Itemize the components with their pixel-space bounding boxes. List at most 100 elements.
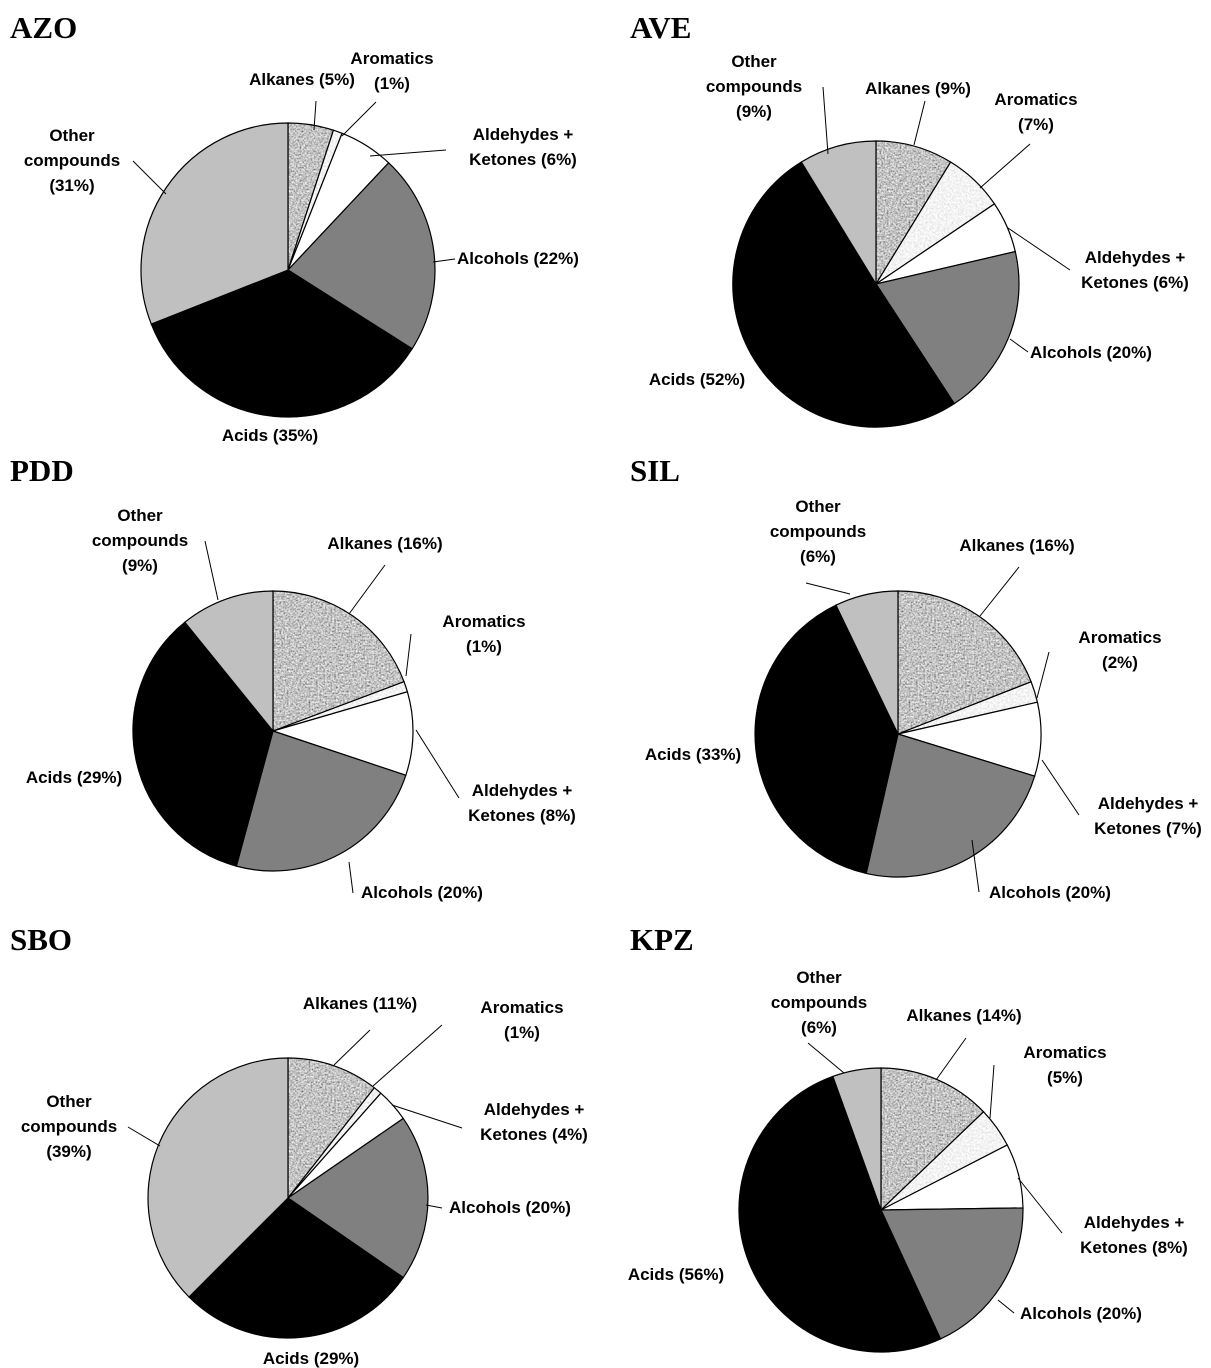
pie-slice-other-compounds <box>832 1067 882 1211</box>
pie-slice-acids <box>754 604 899 875</box>
pie-slice-acids <box>150 269 413 418</box>
leader-line-aldehydes-ketones <box>1017 1177 1063 1234</box>
leader-line-alcohols <box>971 839 980 893</box>
leader-line-alcohols <box>425 1204 443 1209</box>
pie-slice-alkanes <box>272 590 405 732</box>
slice-label-acids: Acids (29%) <box>26 768 122 787</box>
pie-slice-alkanes <box>897 590 1032 735</box>
pie-slice-alcohols <box>286 1117 429 1279</box>
leader-line-aromatics <box>341 101 377 137</box>
slice-label-alcohols: Alcohols (20%) <box>1030 343 1152 362</box>
slice-label-alcohols: Alcohols (20%) <box>989 883 1111 902</box>
pie-slice-aldehydes-ketones <box>270 691 414 777</box>
slice-label-other-compounds: Other compounds (39%) <box>21 1092 117 1161</box>
slice-label-alkanes: Alkanes (5%) <box>249 70 355 89</box>
panel-title: KPZ <box>630 922 694 957</box>
slice-label-other-compounds: Other compounds (6%) <box>771 968 867 1037</box>
slice-label-acids: Acids (35%) <box>222 426 318 445</box>
slice-label-aldehydes-ketones: Aldehydes + Ketones (8%) <box>468 781 576 825</box>
leader-line-alkanes <box>935 1037 967 1081</box>
pie-slice-other-compounds <box>140 122 289 325</box>
leader-line-alcohols <box>432 258 456 263</box>
pie-slice-acids <box>738 1075 942 1353</box>
leader-line-aldehydes-ketones <box>391 1104 463 1129</box>
slice-label-aldehydes-ketones: Aldehydes + Ketones (7%) <box>1094 794 1202 838</box>
slice-label-alkanes: Alkanes (16%) <box>959 536 1074 555</box>
leader-line-aldehydes-ketones <box>415 729 460 799</box>
panel-title: AVE <box>630 10 691 45</box>
slice-label-acids: Acids (56%) <box>628 1265 724 1284</box>
leader-line-aldehydes-ketones <box>369 149 447 157</box>
pie-slice-acids <box>188 1197 405 1339</box>
leader-line-aromatics <box>1036 651 1050 699</box>
slice-label-aromatics: Aromatics (7%) <box>994 90 1077 134</box>
leader-line-aromatics <box>405 633 412 677</box>
panel-title: AZO <box>10 10 77 45</box>
leader-line-alkanes <box>313 100 317 131</box>
pie-slice-other-compounds <box>800 140 877 287</box>
pie-slice-other-compounds <box>835 590 899 735</box>
pie-panel-kpz: KPZ Alkanes (14%)Aromatics (5%) Aldehydes … <box>628 922 1188 1353</box>
slice-label-acids: Acids (52%) <box>649 370 745 389</box>
slice-label-alkanes: Alkanes (16%) <box>327 534 442 553</box>
slice-label-aldehydes-ketones: Aldehydes + Ketones (6%) <box>1081 248 1189 292</box>
pie-slice-acids <box>132 621 274 867</box>
slice-label-other-compounds: Other compounds (31%) <box>24 126 120 195</box>
slice-label-aromatics: Aromatics (2%) <box>1078 628 1161 672</box>
leader-line-other-compounds <box>204 540 219 601</box>
leader-line-aromatics <box>372 1024 443 1087</box>
leader-line-aldehydes-ketones <box>1041 759 1080 816</box>
panel-title: SIL <box>630 453 680 488</box>
leader-line-other-compounds <box>127 1126 161 1147</box>
leader-line-alkanes <box>913 100 926 146</box>
leader-line-alkanes <box>333 1029 371 1066</box>
leader-line-other-compounds <box>132 160 167 195</box>
pie-slice-alcohols <box>865 733 1036 878</box>
leader-line-other-compounds <box>822 86 829 155</box>
slice-label-aldehydes-ketones: Aldehydes + Ketones (4%) <box>480 1100 588 1144</box>
panel-title: SBO <box>10 922 72 957</box>
leader-line-alcohols <box>348 861 354 894</box>
slice-label-other-compounds: Other compounds (9%) <box>92 506 188 575</box>
slice-label-alcohols: Alcohols (20%) <box>361 883 483 902</box>
slice-label-other-compounds: Other compounds (9%) <box>706 52 802 121</box>
leader-line-alkanes <box>348 564 386 615</box>
pie-panel-pdd: PDD Alkanes (16%) Aromatics (1%) Aldehydes … <box>10 453 576 902</box>
slice-label-aldehydes-ketones: Aldehydes + Ketones (8%) <box>1080 1213 1188 1257</box>
pie-panel-ave: AVE Alkanes (9%) Aromatics (7%) Aldehydes +… <box>630 10 1189 428</box>
leader-line-other-compounds <box>807 1042 845 1074</box>
leader-line-aromatics <box>979 143 1031 189</box>
slice-label-aromatics: Aromatics (1%) <box>350 49 433 93</box>
slice-label-other-compounds: Other compounds (6%) <box>770 497 866 566</box>
leader-line-aromatics <box>989 1064 995 1119</box>
panel-title: PDD <box>10 453 74 488</box>
slice-label-alcohols: Alcohols (20%) <box>449 1198 571 1217</box>
pie-panel-sbo: SBO Alkanes (11%) Aromatics (1%) Aldehydes … <box>10 922 588 1368</box>
leader-line-alcohols <box>1009 338 1029 353</box>
pie-slice-alcohols <box>875 250 1020 405</box>
slice-label-alkanes: Alkanes (9%) <box>865 79 971 98</box>
pie-slice-other-compounds <box>183 590 274 733</box>
leader-line-aldehydes-ketones <box>1007 227 1071 271</box>
pie-slice-alcohols <box>880 1207 1024 1340</box>
pie-panel-sil: SIL Alkanes (16%) Aromatics (2%) Aldehydes … <box>630 453 1202 902</box>
slice-label-alcohols: Alcohols (20%) <box>1020 1304 1142 1323</box>
leader-line-alkanes <box>979 566 1020 617</box>
leader-line-other-compounds <box>805 582 851 595</box>
pie-slice-other-compounds <box>147 1057 289 1298</box>
slice-label-aromatics: Aromatics (1%) <box>480 998 563 1042</box>
pie-panel-azo: AZO Alkanes (5%)Aromatics (1%) Aldehydes +… <box>10 10 579 445</box>
slice-label-aromatics: Aromatics (1%) <box>442 612 525 656</box>
slice-label-alcohols: Alcohols (22%) <box>457 249 579 268</box>
pie-slice-alcohols <box>287 161 436 350</box>
pie-slice-acids <box>732 161 956 428</box>
slice-label-alkanes: Alkanes (14%) <box>906 1006 1021 1025</box>
slice-label-acids: Acids (29%) <box>263 1349 359 1368</box>
slice-label-aromatics: Aromatics (5%) <box>1023 1043 1106 1087</box>
pie-slice-alcohols <box>235 730 407 872</box>
leader-line-alcohols <box>997 1299 1015 1314</box>
pie-slice-alkanes <box>287 1057 376 1200</box>
slice-label-aldehydes-ketones: Aldehydes + Ketones (6%) <box>469 125 577 169</box>
slice-label-alkanes: Alkanes (11%) <box>303 994 417 1013</box>
